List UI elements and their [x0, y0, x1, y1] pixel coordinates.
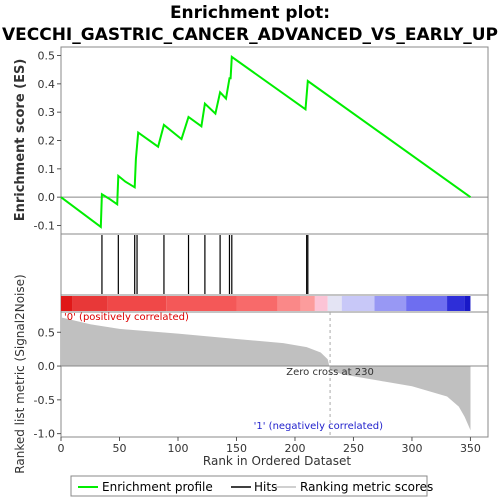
legend: Enrichment profile Hits Ranking metric s…: [70, 475, 433, 497]
heatmap-segment: [341, 296, 375, 311]
x-tick-label: 300: [401, 442, 422, 455]
negative-correlation-label: '1' (negatively correlated): [254, 421, 383, 432]
es-y-tick-label: 0.1: [38, 163, 56, 176]
heatmap-segment: [406, 296, 448, 311]
hits-panel: [60, 233, 489, 296]
x-axis-ticks: 0 50 100 150 200 250 300 350: [58, 437, 481, 455]
es-y-tick-label: 0.4: [38, 78, 56, 91]
hit-lines: [101, 235, 309, 294]
metric-y-tick-label: -1.0: [34, 428, 55, 441]
es-y-tick-label: 0.5: [38, 50, 56, 63]
enrichment-profile-line: [60, 55, 472, 229]
heatmap-segment: [327, 296, 342, 311]
chart-title-line2: VECCHI_GASTRIC_CANCER_ADVANCED_VS_EARLY_…: [2, 25, 498, 45]
metric-y-tick-label: 0.5: [38, 326, 56, 339]
metric-panel: -1.0 -0.5 0.0 0.5 '0' (positively correlate…: [34, 311, 489, 441]
es-y-tick-label: 0.3: [38, 106, 56, 119]
es-panel: -0.1 0.0 0.1 0.2 0.3 0.4 0.5: [34, 46, 489, 235]
es-y-ticks: -0.1 0.0 0.1 0.2 0.3 0.4 0.5: [34, 50, 61, 233]
metric-y-axis-label: Ranked list metric (Signal2Noise): [13, 274, 27, 473]
heatmap-segment: [464, 296, 471, 311]
metric-y-tick-label: -0.5: [34, 394, 55, 407]
heatmap-bar: [60, 294, 489, 313]
heatmap-segment: [300, 296, 315, 311]
x-tick-label: 350: [460, 442, 481, 455]
zero-cross-label: Zero cross at 230: [286, 367, 374, 378]
heatmap-segments: [61, 296, 471, 311]
legend-label-enrichment-profile: Enrichment profile: [102, 480, 213, 494]
es-y-axis-label: Enrichment score (ES): [13, 59, 28, 222]
x-tick-label: 100: [167, 442, 188, 455]
heatmap-segment: [314, 296, 328, 311]
heatmap-segment: [277, 296, 301, 311]
heatmap-segment: [447, 296, 465, 311]
legend-frame: [70, 475, 428, 497]
x-tick-label: 50: [112, 442, 126, 455]
x-tick-label: 150: [226, 442, 247, 455]
metric-y-ticks: -1.0 -0.5 0.0 0.5: [34, 326, 61, 441]
legend-label-hits: Hits: [254, 480, 277, 494]
es-y-tick-label: -0.1: [34, 220, 55, 233]
x-tick-label: 250: [343, 442, 364, 455]
heatmap-segment: [236, 296, 278, 311]
es-y-tick-label: 0.0: [38, 191, 56, 204]
x-axis-label: Rank in Ordered Dataset: [203, 454, 351, 468]
chart-title-line1: Enrichment plot:: [170, 3, 330, 23]
heatmap-segment: [166, 296, 237, 311]
hits-panel-frame: [60, 233, 489, 296]
heatmap-segment: [61, 296, 73, 311]
heatmap-segment: [72, 296, 108, 311]
es-panel-frame: [60, 46, 489, 235]
legend-label-ranking-metric: Ranking metric scores: [300, 480, 433, 494]
metric-y-tick-label: 0.0: [38, 360, 56, 373]
positive-correlation-label: '0' (positively correlated): [64, 312, 189, 323]
heatmap-segment: [374, 296, 407, 311]
heatmap-segment: [107, 296, 167, 311]
ranking-metric-bars: [61, 317, 471, 431]
x-tick-label: 200: [284, 442, 305, 455]
es-y-tick-label: 0.2: [38, 135, 56, 148]
x-tick-label: 0: [58, 442, 65, 455]
